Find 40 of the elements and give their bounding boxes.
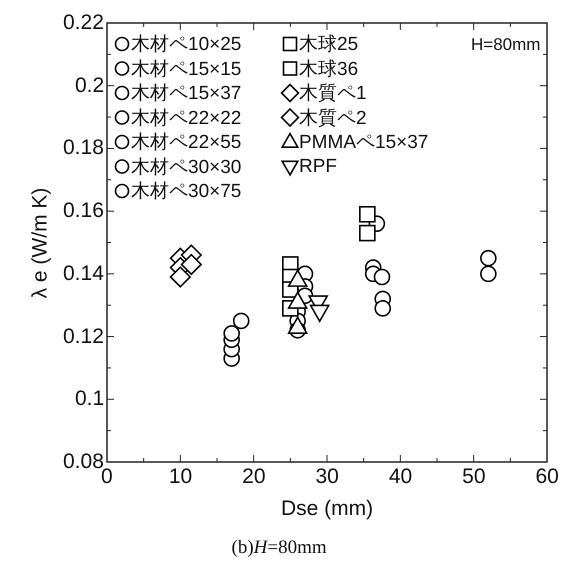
y-tick-label: 0.1 xyxy=(75,387,104,412)
point xyxy=(480,266,497,282)
x-tick-label: 50 xyxy=(462,465,486,489)
point xyxy=(359,224,376,242)
y-tick-label: 0.16 xyxy=(63,199,104,224)
legend-label: 木材ペ22×55 xyxy=(131,131,242,155)
text: (b)H=80mm xyxy=(232,537,327,559)
point xyxy=(374,300,392,317)
legend-label: 木材ペ15×15 xyxy=(131,58,242,82)
legend-label: 木球25 xyxy=(299,33,358,57)
x-tick-label: 30 xyxy=(316,465,339,489)
x-tick-label: 60 xyxy=(536,465,559,489)
legend-label: RPF xyxy=(299,156,337,178)
legend-label: 木材ペ15×37 xyxy=(131,82,242,106)
legend-label: 木材ペ30×30 xyxy=(131,156,242,180)
point xyxy=(374,268,390,286)
y-tick-label: 0.12 xyxy=(63,324,104,349)
legend-label: 木球36 xyxy=(299,58,358,82)
point xyxy=(223,325,240,342)
x-axis-title: Dse (mm) xyxy=(281,497,374,521)
legend-label: PMMAペ15×37 xyxy=(299,131,428,155)
x-tick-label: 20 xyxy=(242,465,266,489)
x-tick-label: 10 xyxy=(168,465,192,489)
y-axis-title: λ e (W/m K) xyxy=(28,187,52,298)
y-tick-label: 0.2 xyxy=(75,74,104,98)
legend-label: 木材ペ30×75 xyxy=(131,180,242,204)
annotation: H=80mm xyxy=(471,35,540,55)
y-tick-label: 0.22 xyxy=(63,11,104,35)
legend-label: 木質ペ2 xyxy=(299,106,367,130)
point xyxy=(359,206,376,223)
point xyxy=(180,254,202,275)
point xyxy=(232,312,250,330)
y-tick-label: 0.18 xyxy=(63,136,104,160)
point xyxy=(170,266,191,288)
y-tick-label: 0.14 xyxy=(63,262,104,286)
legend-label: 木質ペ1 xyxy=(299,82,367,106)
x-tick-label: 40 xyxy=(388,465,412,489)
point xyxy=(480,250,497,266)
legend-label: 木材ペ10×25 xyxy=(131,33,242,57)
legend-label: 木材ペ22×22 xyxy=(131,106,242,130)
